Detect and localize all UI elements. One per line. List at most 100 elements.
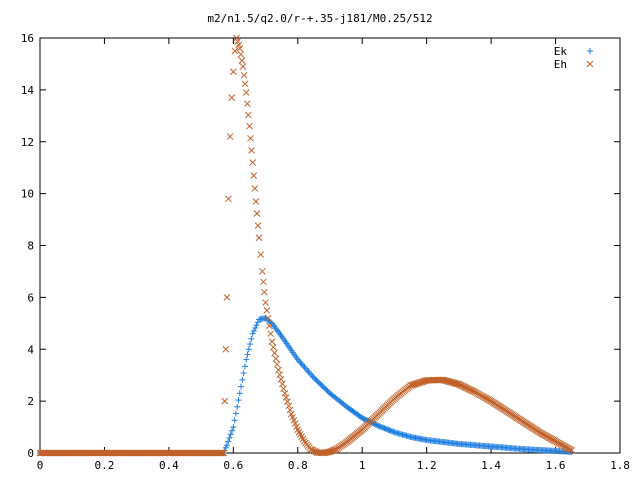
data-point (269, 343, 277, 351)
data-point (255, 234, 263, 242)
data-point (407, 382, 414, 389)
data-point (261, 288, 268, 296)
data-point (221, 397, 229, 405)
data-point (449, 379, 457, 386)
y-tick-label: 16 (21, 32, 34, 45)
x-axis: 0 0.2 0.4 0.6 0.8 1 1.2 1.4 1.6 1.8 (37, 38, 630, 472)
data-point (444, 377, 452, 385)
data-point (409, 381, 417, 389)
data-point (242, 89, 250, 96)
data-point (244, 351, 251, 358)
data-point (414, 379, 422, 387)
data-point (246, 122, 253, 130)
data-point (227, 431, 234, 438)
data-point (306, 370, 313, 377)
data-point (252, 324, 259, 331)
x-tick-label: 0.6 (223, 459, 243, 472)
y-tick-label: 14 (21, 84, 35, 97)
x-tick-label: 1.2 (417, 459, 437, 472)
x-tick-label: 1.6 (546, 459, 566, 472)
legend-marker-eh (586, 60, 594, 68)
data-point (448, 378, 455, 386)
data-point (271, 349, 278, 357)
legend-label-eh: Eh (554, 58, 567, 71)
data-point (234, 403, 241, 410)
data-point (229, 427, 236, 434)
data-point (250, 172, 258, 179)
y-tick-label: 10 (21, 188, 34, 201)
data-point (308, 371, 315, 378)
data-point (297, 359, 304, 366)
data-point (245, 111, 252, 119)
data-point (446, 378, 454, 386)
y-tick-label: 4 (27, 343, 34, 356)
data-point (298, 361, 305, 368)
data-point (277, 375, 285, 383)
data-point (263, 306, 271, 314)
data-point (254, 319, 261, 326)
data-point (222, 444, 229, 451)
data-point (238, 57, 246, 64)
series-layer (36, 34, 576, 457)
data-point (418, 378, 426, 386)
y-tick-label: 12 (21, 136, 34, 149)
data-point (241, 80, 249, 88)
x-tick-label: 0 (37, 459, 44, 472)
data-point (249, 330, 256, 337)
data-point (275, 366, 282, 374)
data-point (284, 398, 291, 405)
data-point (304, 367, 311, 374)
data-point (222, 345, 230, 353)
y-tick-label: 6 (27, 291, 34, 304)
data-point (230, 424, 237, 431)
data-point (243, 356, 250, 363)
data-point (324, 448, 331, 456)
data-point (443, 377, 450, 385)
data-point (225, 438, 232, 445)
data-point (231, 417, 238, 424)
data-point (417, 379, 424, 386)
data-point (285, 402, 293, 410)
data-point (286, 406, 294, 414)
data-point (235, 397, 242, 404)
data-point (248, 335, 255, 342)
data-point (240, 370, 247, 377)
data-point (238, 383, 245, 390)
y-tick-label: 0 (27, 447, 34, 460)
data-point (232, 410, 239, 417)
data-point (218, 449, 226, 457)
series-ek (37, 315, 575, 456)
y-axis: 0 2 4 6 8 10 12 14 16 (21, 32, 620, 460)
data-point (412, 380, 419, 388)
data-point (300, 362, 307, 369)
data-point (272, 355, 280, 362)
legend-label-ek: Ek (554, 45, 568, 58)
x-tick-label: 0.4 (159, 459, 179, 472)
data-point (419, 378, 427, 385)
data-point (267, 330, 275, 338)
data-point (281, 389, 289, 397)
data-point (260, 278, 267, 286)
data-point (264, 314, 272, 322)
data-point (226, 434, 233, 441)
data-point (252, 198, 260, 205)
series-eh (36, 34, 576, 457)
x-tick-label: 0.8 (288, 459, 308, 472)
data-point (253, 210, 261, 217)
data-point (266, 322, 273, 330)
data-point (568, 447, 576, 454)
data-point (245, 346, 252, 353)
data-point (440, 376, 448, 384)
data-point (228, 94, 236, 102)
x-tick-label: 1.8 (610, 459, 630, 472)
data-point (250, 327, 257, 334)
data-point (273, 360, 281, 368)
data-point (305, 368, 312, 375)
data-point (229, 68, 237, 76)
data-point (445, 378, 453, 385)
data-point (254, 222, 262, 229)
data-point (240, 71, 248, 79)
x-tick-label: 0.2 (95, 459, 115, 472)
data-point (276, 371, 284, 379)
